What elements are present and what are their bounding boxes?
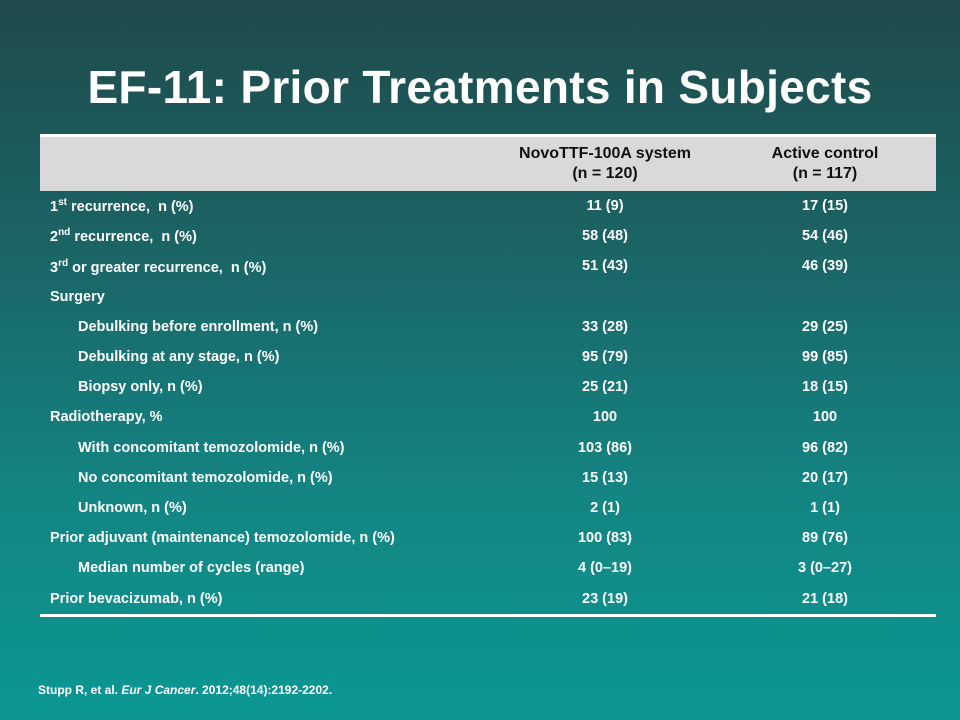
row-label-text: Biopsy only, n (%): [78, 379, 203, 396]
row-label-text: 1: [50, 199, 59, 215]
row-label-text: No concomitant temozolomide, n (%): [78, 469, 333, 486]
row-label: No concomitant temozolomide, n (%): [40, 470, 495, 486]
row-label: 2nd recurrence, n (%): [40, 227, 495, 245]
row-label: Surgery: [40, 289, 495, 305]
control-value: 20 (17): [802, 469, 848, 486]
control-value: 54 (46): [802, 228, 848, 245]
table-body: 1st recurrence, n (%) 11 (9) 17 (15) 2nd re…: [40, 191, 936, 614]
table-row: With concomitant temozolomide, n (%) 103 …: [40, 433, 936, 463]
row-label-ordinal: rd: [58, 257, 69, 269]
control-value: 17 (15): [802, 198, 848, 215]
row-label-ordinal: st: [58, 197, 67, 209]
novottf-value: 100: [592, 409, 618, 426]
header-control-n: (n = 117): [792, 165, 858, 182]
novottf-value: 23 (19): [582, 590, 628, 607]
row-label-text: Debulking at any stage, n (%): [78, 349, 280, 366]
novottf-value: 2 (1): [590, 499, 620, 516]
table-row: 2nd recurrence, n (%) 58 (48) 54 (46): [40, 221, 936, 251]
row-label: Prior bevacizumab, n (%): [40, 591, 495, 607]
row-label-text: 2: [50, 229, 59, 246]
table-row: Prior bevacizumab, n (%) 23 (19) 21 (18): [40, 583, 936, 613]
table-row: 1st recurrence, n (%) 11 (9) 17 (15): [40, 191, 936, 221]
control-value: 21 (18): [802, 590, 848, 607]
control-value: 96 (82): [802, 439, 848, 456]
row-label: With concomitant temozolomide, n (%): [40, 440, 495, 456]
row-label-text: Prior bevacizumab, n (%): [50, 590, 223, 607]
table-row: Prior adjuvant (maintenance) temozolomid…: [40, 523, 936, 553]
table-row: No concomitant temozolomide, n (%) 15 (13…: [40, 463, 936, 493]
header-novottf: NovoTTF-100A system (n = 120): [495, 144, 715, 184]
row-label-ordinal: nd: [58, 227, 71, 239]
table-row: Radiotherapy, % 100 100: [40, 402, 936, 432]
row-label-text: Radiotherapy, %: [50, 409, 163, 426]
row-label-text: Prior adjuvant (maintenance) temozolomid…: [50, 530, 395, 547]
row-label: Median number of cycles (range): [40, 560, 495, 576]
citation-authors: Stupp R, et al.: [38, 683, 122, 697]
row-label-text: With concomitant temozolomide, n (%): [78, 439, 345, 456]
novottf-value: 15 (13): [582, 469, 628, 486]
row-label-text: 3: [50, 259, 59, 276]
header-novottf-n: (n = 120): [572, 165, 638, 182]
novottf-value: 58 (48): [582, 228, 628, 245]
control-value: 18 (15): [802, 379, 848, 396]
table-header-row: NovoTTF-100A system (n = 120) Active con…: [40, 137, 936, 191]
control-value: 99 (85): [802, 349, 848, 366]
table-row: Unknown, n (%) 2 (1) 1 (1): [40, 493, 936, 523]
control-value: 89 (76): [802, 530, 848, 547]
row-label: Prior adjuvant (maintenance) temozolomid…: [40, 530, 495, 546]
table-row: 3rd or greater recurrence, n (%) 51 (43) 4…: [40, 251, 936, 281]
table-row: Debulking at any stage, n (%) 95 (79) 99 (…: [40, 342, 936, 372]
header-novottf-name: NovoTTF-100A system: [519, 145, 691, 162]
slide-title: EF-11: Prior Treatments in Subjects: [87, 61, 873, 113]
table-row: Surgery: [40, 282, 936, 312]
control-value: 3 (0–27): [797, 560, 852, 577]
header-control-name: Active control: [771, 145, 879, 162]
table-row: Median number of cycles (range) 4 (0–19) 3…: [40, 553, 936, 583]
citation-journal: Eur J Cancer: [121, 683, 196, 697]
row-label-text: Unknown, n (%): [78, 499, 187, 516]
control-value: 100: [812, 409, 838, 426]
novottf-value: 103 (86): [577, 439, 632, 456]
novottf-value: 25 (21): [582, 379, 628, 396]
row-label: Unknown, n (%): [40, 500, 495, 516]
row-label-rest: recurrence, n (%): [70, 229, 197, 246]
row-label: Biopsy only, n (%): [40, 379, 495, 395]
row-label: Radiotherapy, %: [40, 409, 495, 425]
citation: Stupp R, et al. Eur J Cancer. 2012;48(14…: [38, 683, 332, 697]
row-label-text: Median number of cycles (range): [78, 560, 305, 577]
novottf-value: 100 (83): [577, 530, 632, 547]
novottf-value: 51 (43): [582, 258, 628, 275]
row-label-text: Debulking before enrollment, n (%): [78, 318, 319, 335]
row-label: 3rd or greater recurrence, n (%): [40, 258, 495, 276]
row-label-text: Surgery: [50, 288, 105, 305]
citation-details: . 2012;48(14):2192-2202.: [195, 683, 333, 697]
control-value: 29 (25): [802, 318, 848, 335]
row-label: 1st recurrence, n (%): [40, 197, 495, 215]
novottf-value: 11 (9): [586, 198, 624, 215]
novottf-value: 95 (79): [582, 349, 628, 366]
control-value: 1 (1): [810, 499, 840, 516]
prior-treatments-table: NovoTTF-100A system (n = 120) Active con…: [40, 134, 936, 617]
row-label: Debulking before enrollment, n (%): [40, 319, 495, 335]
control-value: 46 (39): [802, 258, 848, 275]
row-label-rest: or greater recurrence, n (%): [68, 259, 267, 276]
header-active-control: Active control (n = 117): [715, 144, 935, 184]
novottf-value: 33 (28): [582, 318, 628, 335]
row-label-rest: recurrence, n (%): [66, 199, 194, 215]
table-row: Biopsy only, n (%) 25 (21) 18 (15): [40, 372, 936, 402]
row-label: Debulking at any stage, n (%): [40, 349, 495, 365]
table-row: Debulking before enrollment, n (%) 33 (28…: [40, 312, 936, 342]
novottf-value: 4 (0–19): [577, 560, 632, 577]
